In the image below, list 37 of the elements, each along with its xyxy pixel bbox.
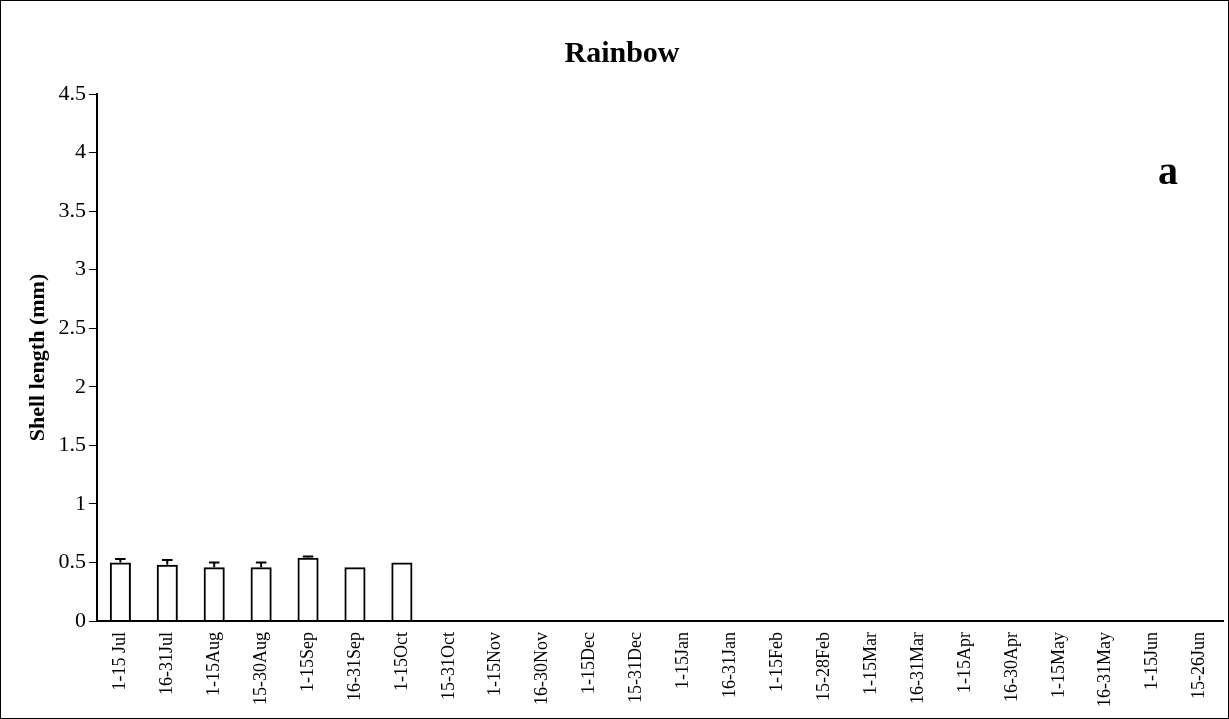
y-tick-label: 2 [74, 372, 86, 398]
x-tick-label: 1-15Jan [672, 632, 693, 690]
x-tick-label: 1-15Feb [765, 632, 786, 693]
x-tick-label: 15-30Aug [249, 632, 270, 706]
x-tick-label: 16-31Jul [156, 632, 177, 696]
x-tick-label: 15-28Feb [812, 632, 833, 702]
y-tick-label: 2.5 [58, 314, 86, 340]
y-tick-label: 3.5 [58, 196, 86, 222]
x-tick-label: 15-26Jun [1188, 632, 1209, 700]
y-tick-label: 3 [74, 255, 86, 281]
y-axis-title: Shell length (mm) [23, 273, 49, 442]
y-tick-label: 4.5 [58, 79, 86, 105]
x-tick-label: 1-15Dec [578, 632, 599, 694]
annotation: a [1158, 148, 1178, 193]
y-tick-label: 0.5 [58, 548, 86, 574]
x-tick-label: 16-31Jan [719, 632, 740, 699]
x-tick-label: 16-31Mar [906, 632, 927, 704]
x-tick-label: 16-30Apr [1000, 632, 1021, 703]
y-tick-label: 0 [74, 606, 86, 632]
x-tick-label: 1-15Aug [202, 632, 223, 697]
x-tick-label: 1-15Oct [390, 632, 411, 691]
x-tick-label: 15-31Oct [437, 632, 458, 700]
x-tick-label: 16-31Sep [343, 632, 364, 702]
x-tick-label: 16-31May [1094, 632, 1115, 708]
chart-title: Rainbow [564, 34, 680, 68]
x-tick-label: 15-31Dec [625, 632, 646, 703]
y-tick-label: 1.5 [58, 431, 86, 457]
x-tick-label: 1-15 Jul [109, 632, 130, 691]
x-tick-label: 1-15May [1047, 632, 1068, 699]
y-tick-label: 4 [74, 138, 86, 164]
x-tick-label: 1-15Nov [484, 632, 505, 697]
x-tick-label: 1-15Mar [859, 632, 880, 695]
x-tick-label: 1-15Jun [1141, 632, 1162, 691]
x-tick-label: 1-15Sep [296, 632, 317, 693]
x-tick-label: 1-15Apr [953, 632, 974, 694]
y-tick-label: 1 [74, 489, 86, 515]
x-tick-label: 16-30Nov [531, 632, 552, 706]
